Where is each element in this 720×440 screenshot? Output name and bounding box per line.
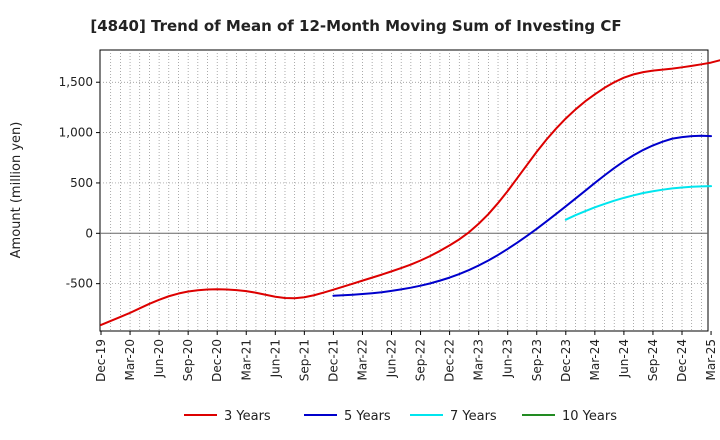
series-line-2 <box>332 134 713 297</box>
plot-area <box>99 49 709 332</box>
x-tick-label: Mar-24 <box>588 339 602 380</box>
x-tick-label: Sep-22 <box>414 339 428 381</box>
x-tick-label: Sep-21 <box>297 339 311 381</box>
x-tick-label: Dec-19 <box>94 339 108 382</box>
y-axis-ticks: 1,500 1,000 500 0 -500 <box>59 75 100 291</box>
grid <box>100 50 708 331</box>
x-tick-label: Dec-23 <box>559 339 573 382</box>
x-tick-label: Mar-21 <box>239 339 253 380</box>
chart-title: [4840] Trend of Mean of 12-Month Moving … <box>90 17 621 35</box>
x-tick-label: Dec-22 <box>443 339 457 382</box>
x-tick-label: Sep-23 <box>530 339 544 381</box>
y-tick-label: 1,500 <box>59 75 93 89</box>
y-tick-label: -500 <box>66 277 93 291</box>
x-tick-label: Mar-20 <box>123 339 137 380</box>
x-tick-label: Dec-21 <box>326 339 340 382</box>
x-tick-label: Sep-20 <box>181 339 195 381</box>
x-tick-label: Sep-24 <box>646 339 660 381</box>
x-axis-ticks: Dec-19 Mar-20 Jun-20 Sep-20 Dec-20 Mar-21 Jun-… <box>94 331 718 382</box>
x-tick-label: Mar-22 <box>355 339 369 380</box>
series-line-3 <box>564 185 713 221</box>
legend-label-4: 10 Years <box>562 409 617 424</box>
series-lines <box>100 59 720 326</box>
y-tick-label: 1,000 <box>59 126 93 140</box>
legend-label-2: 5 Years <box>344 409 391 424</box>
x-tick-label: Mar-25 <box>704 339 718 380</box>
legend-label-3: 7 Years <box>450 409 497 424</box>
legend-label-1: 3 Years <box>224 409 271 424</box>
x-tick-label: Jun-21 <box>268 339 282 378</box>
x-tick-label: Mar-23 <box>472 339 486 380</box>
x-tick-label: Dec-20 <box>210 339 224 382</box>
legend: 3 Years 5 Years 7 Years 10 Years <box>184 409 617 424</box>
y-tick-label: 0 <box>85 226 93 240</box>
y-tick-label: 500 <box>70 176 93 190</box>
x-tick-label: Jun-24 <box>617 339 631 378</box>
x-tick-label: Dec-24 <box>675 339 689 382</box>
series-line-1 <box>100 59 720 326</box>
x-tick-label: Jun-22 <box>385 339 399 378</box>
x-tick-label: Jun-23 <box>501 339 515 378</box>
x-tick-label: Jun-20 <box>152 339 166 378</box>
y-axis-label: Amount (million yen) <box>9 122 24 259</box>
